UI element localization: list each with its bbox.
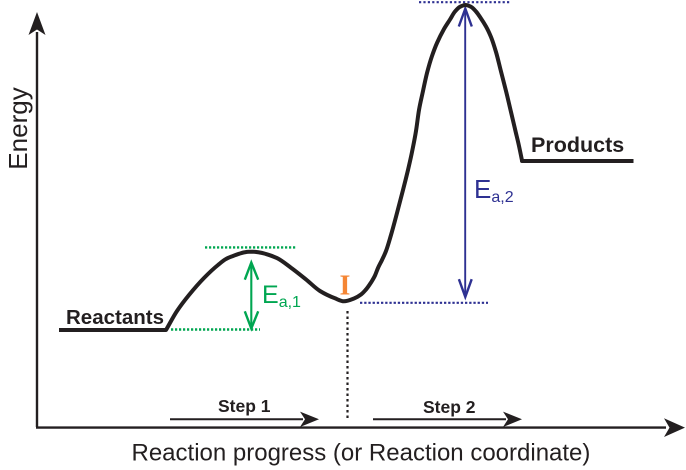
svg-text:Step 1: Step 1 xyxy=(218,396,271,416)
svg-text:I: I xyxy=(340,271,351,302)
svg-text:Reaction progress (or Reaction: Reaction progress (or Reaction coordinat… xyxy=(132,440,591,467)
svg-text:Step 2: Step 2 xyxy=(423,397,476,417)
svg-text:Reactants: Reactants xyxy=(66,306,164,329)
svg-text:Energy: Energy xyxy=(3,87,33,169)
svg-text:Products: Products xyxy=(531,133,624,157)
